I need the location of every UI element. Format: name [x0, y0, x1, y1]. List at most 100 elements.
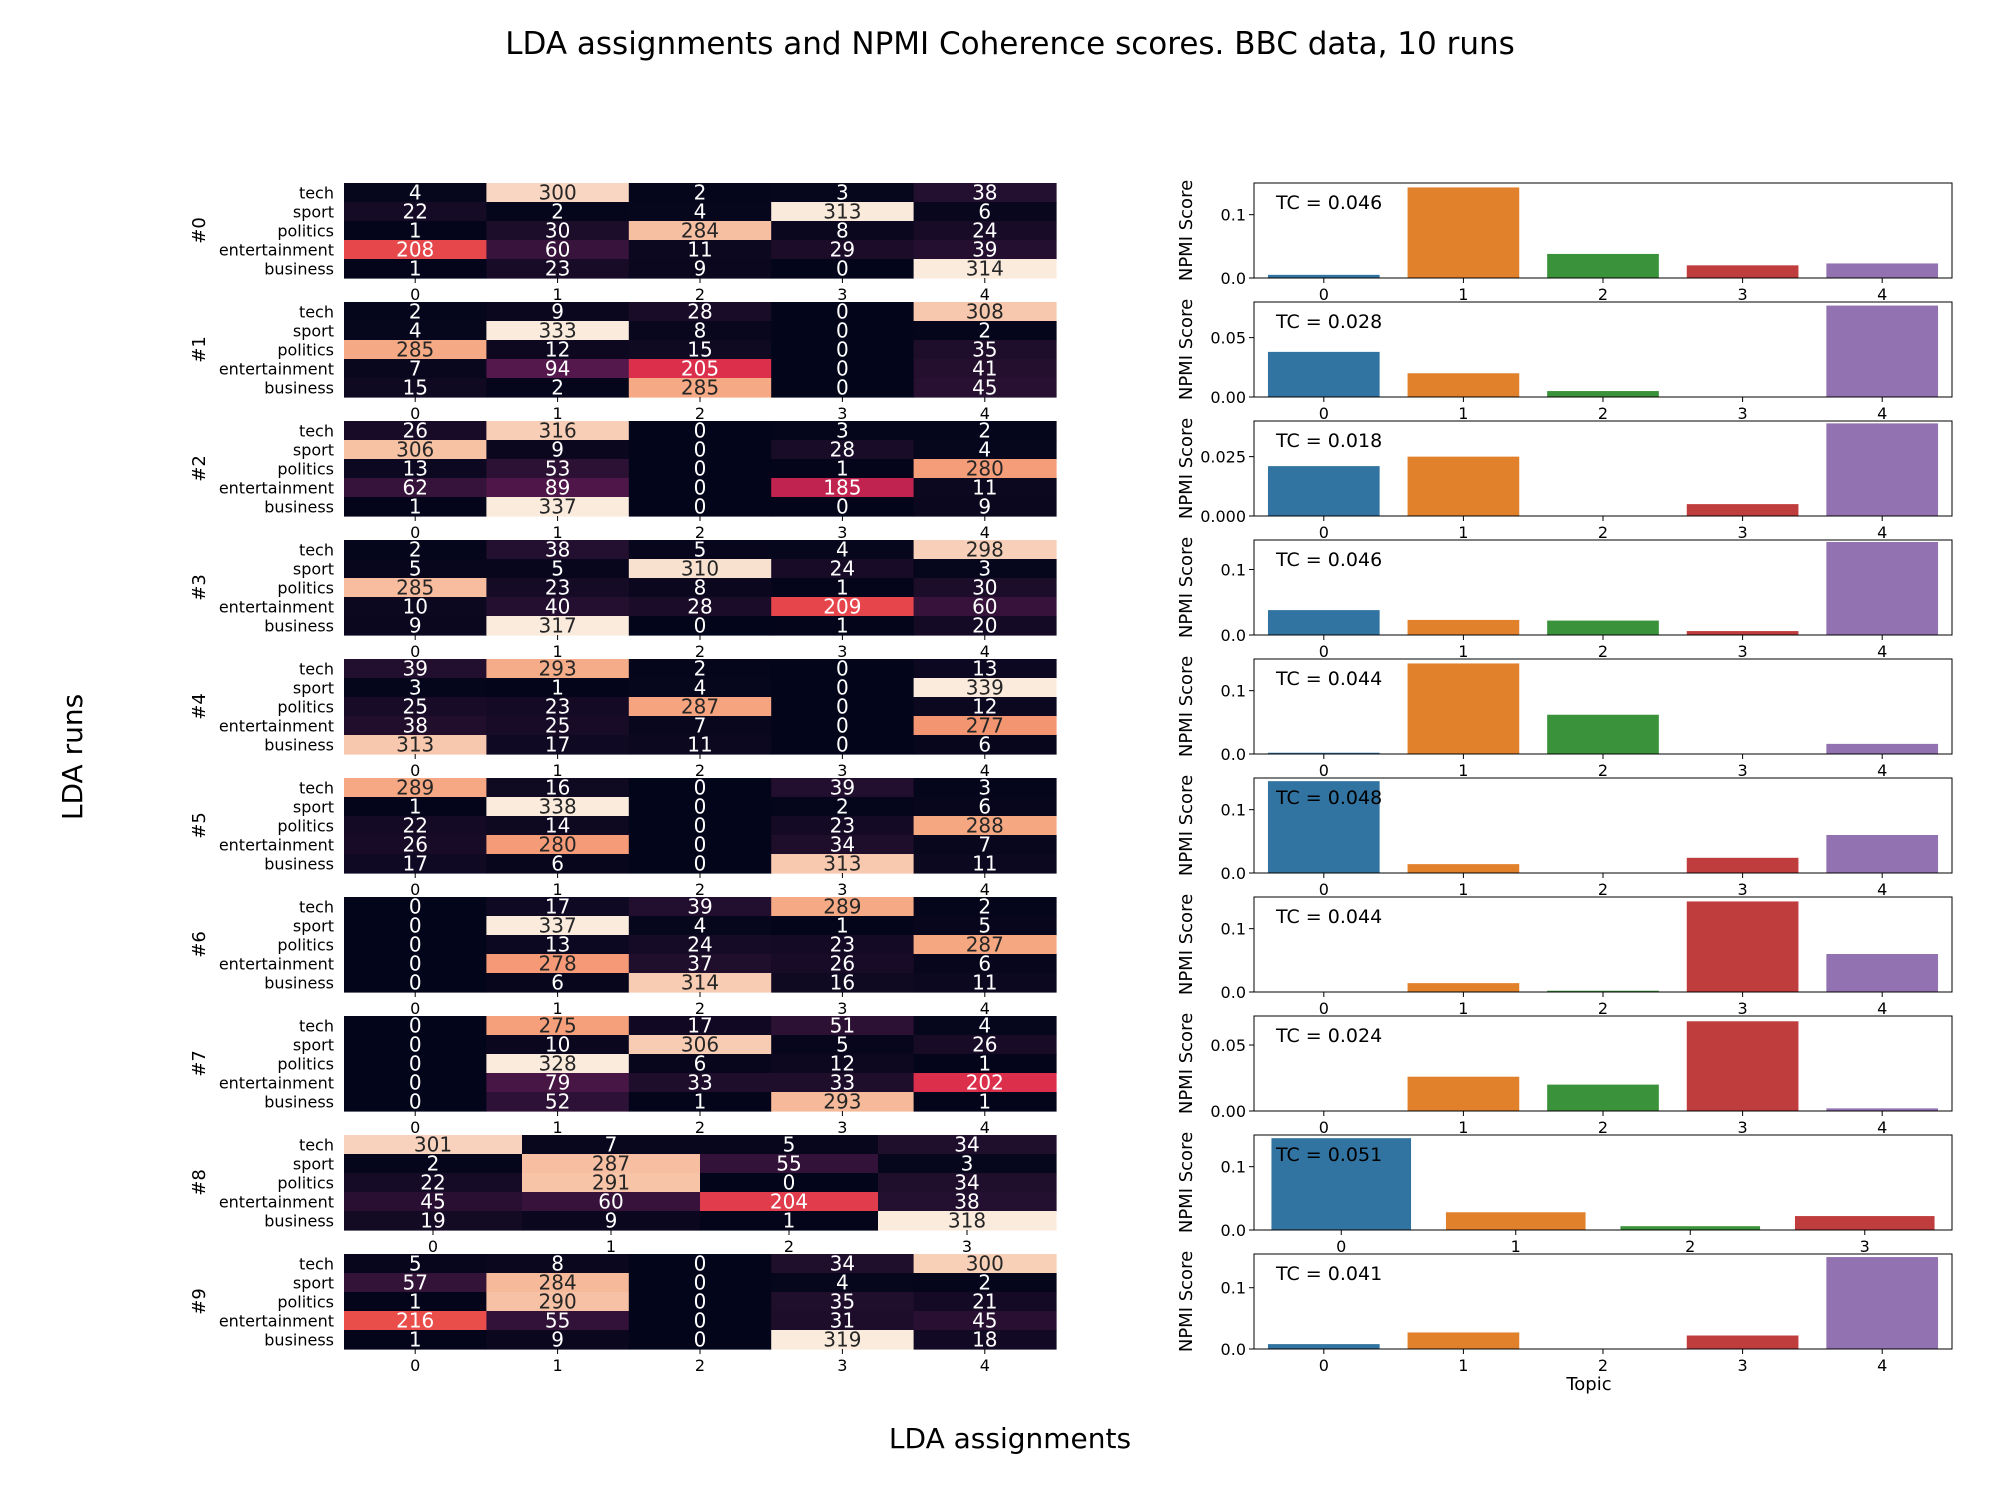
- heatmap-cell: [913, 497, 1057, 517]
- tc-annotation: TC = 0.041: [1275, 1263, 1382, 1285]
- x-tick-label: 0: [410, 523, 420, 542]
- heatmap-cell: [628, 540, 772, 560]
- tc-annotation: TC = 0.044: [1275, 668, 1382, 690]
- heatmap-cell: [344, 835, 487, 855]
- heatmap-cell: [913, 678, 1057, 698]
- heatmap-cell: [486, 221, 630, 241]
- heatmap-cell: [771, 540, 915, 560]
- heatmap-cell: [486, 597, 630, 617]
- heatmap-cell: [486, 183, 630, 203]
- x-tick-label: 4: [1877, 642, 1887, 661]
- cell-value: 0: [694, 1271, 707, 1295]
- heatmap-cell: [486, 954, 630, 974]
- npmi-score-label: NPMI Score: [1176, 299, 1197, 400]
- x-tick-label: 1: [553, 285, 563, 304]
- x-tick-label: 0: [410, 285, 420, 304]
- cell-value: 45: [420, 1190, 445, 1214]
- row-label-entertainment: entertainment: [219, 1312, 334, 1331]
- cell-value: 4: [978, 1014, 991, 1038]
- heatmap-cell: [913, 1035, 1057, 1055]
- npmi-bar: [1267, 781, 1380, 873]
- cell-value: 6: [694, 1052, 707, 1076]
- cell-value: 284: [681, 219, 719, 243]
- heatmap-cell: [628, 897, 772, 917]
- cell-value: 21: [972, 1290, 997, 1314]
- row-label-tech: tech: [299, 1017, 334, 1036]
- run-label: #6: [189, 931, 210, 958]
- cell-value: 5: [409, 1252, 422, 1276]
- x-tick-label: 4: [1877, 1356, 1887, 1375]
- heatmap-cell: [700, 1211, 879, 1231]
- cell-value: 53: [545, 457, 570, 481]
- row-label-tech: tech: [299, 660, 334, 679]
- cell-value: 301: [414, 1133, 452, 1157]
- cell-value: 0: [694, 814, 707, 838]
- cell-value: 2: [409, 300, 422, 324]
- heatmap-cell: [344, 302, 487, 322]
- heatmap-cell: [913, 697, 1057, 717]
- y-tick-label: 0.000: [1200, 507, 1246, 526]
- heatmap-cell: [878, 1192, 1057, 1212]
- cell-value: 337: [539, 495, 577, 519]
- figure-title: LDA assignments and NPMI Coherence score…: [505, 26, 1515, 62]
- heatmap-cell: [344, 778, 487, 798]
- cell-value: 16: [830, 971, 855, 995]
- heatmap-cell: [486, 916, 630, 936]
- row-label-sport: sport: [293, 1274, 334, 1293]
- cell-value: 205: [681, 357, 719, 381]
- cell-value: 41: [972, 357, 997, 381]
- x-tick-label: 3: [1738, 999, 1748, 1018]
- heatmap-cell: [344, 1311, 487, 1331]
- heatmap-cell: [628, 954, 772, 974]
- row-label-politics: politics: [277, 936, 334, 955]
- x-tick-label: 3: [837, 642, 847, 661]
- npmi-bar: [1686, 1021, 1799, 1111]
- heatmap-cell: [771, 935, 915, 955]
- cell-value: 2: [409, 538, 422, 562]
- heatmap-cell: [913, 797, 1057, 817]
- heatmap-cell: [344, 916, 487, 936]
- cell-value: 5: [978, 914, 991, 938]
- x-tick-label: 3: [1738, 1356, 1748, 1375]
- heatmap-cell: [486, 459, 630, 479]
- heatmap-cell: [486, 854, 630, 874]
- tc-annotation: TC = 0.046: [1275, 549, 1382, 571]
- x-tick-label: 3: [1860, 1237, 1870, 1256]
- npmi-chart-run-2: 0.000 0.025 0 1 2 3 4 NPMI Score TC = 0.018: [1176, 418, 1953, 542]
- heatmap-cell: [913, 421, 1057, 441]
- heatmap-cell: [771, 1330, 915, 1350]
- npmi-chart-run-9: 0.0 0.1 0 1 2 3 4 NPMI Score TC = 0.041: [1176, 1251, 1953, 1375]
- cell-value: 38: [545, 538, 570, 562]
- cell-value: 289: [396, 776, 434, 800]
- heatmap-cell: [344, 321, 487, 341]
- x-tick-label: 1: [1458, 1118, 1468, 1137]
- heatmap-cell: [771, 616, 915, 636]
- cell-value: 313: [823, 200, 861, 224]
- cell-value: 9: [409, 614, 422, 638]
- cell-value: 0: [409, 914, 422, 938]
- cell-value: 3: [836, 419, 849, 443]
- heatmap-cell: [913, 1273, 1057, 1293]
- row-label-business: business: [264, 1331, 334, 1350]
- heatmap-cell: [486, 797, 630, 817]
- cell-value: 275: [539, 1014, 577, 1038]
- heatmap-cell: [771, 378, 915, 398]
- cell-value: 23: [545, 576, 570, 600]
- heatmap-cell: [771, 659, 915, 679]
- heatmap-cell: [771, 497, 915, 517]
- npmi-bar: [1267, 610, 1380, 635]
- heatmap-cell: [700, 1173, 879, 1193]
- cell-value: 5: [836, 1033, 849, 1057]
- npmi-bar: [1686, 857, 1799, 873]
- run-label: #7: [189, 1050, 210, 1077]
- y-tick-label: 0.05: [1210, 329, 1246, 348]
- cell-value: 284: [539, 1271, 577, 1295]
- cell-value: 0: [694, 1309, 707, 1333]
- heatmap-cell: [771, 459, 915, 479]
- heatmap-cell: [771, 559, 915, 579]
- npmi-score-label: NPMI Score: [1176, 180, 1197, 281]
- heatmap-cell: [486, 559, 630, 579]
- heatmap-cell: [344, 1330, 487, 1350]
